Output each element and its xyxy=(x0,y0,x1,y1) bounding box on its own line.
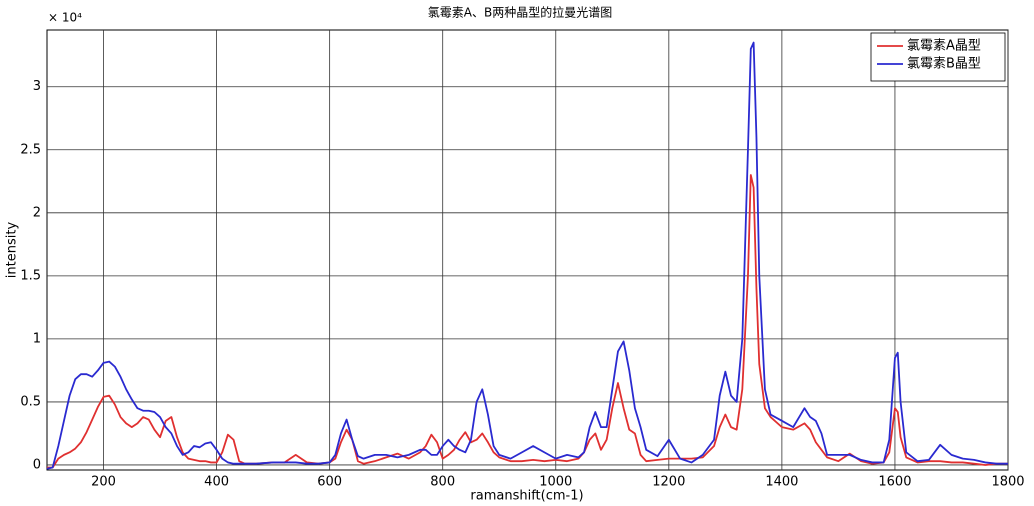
y-tick-label: 0 xyxy=(33,457,41,472)
y-scale-label: × 10⁴ xyxy=(48,11,82,25)
x-tick-label: 1400 xyxy=(765,475,798,490)
x-tick-label: 600 xyxy=(317,475,342,490)
legend-label: 氯霉素A晶型 xyxy=(907,39,981,54)
y-tick-label: 2.5 xyxy=(20,142,41,157)
x-tick-label: 800 xyxy=(430,475,455,490)
y-tick-label: 2 xyxy=(33,205,41,220)
y-tick-label: 1.5 xyxy=(20,268,41,283)
x-tick-label: 1800 xyxy=(991,475,1024,490)
chart-title: 氯霉素A、B两种晶型的拉曼光谱图 xyxy=(428,5,612,20)
x-tick-label: 200 xyxy=(91,475,116,490)
series-line xyxy=(47,174,1008,469)
x-tick-label: 1600 xyxy=(878,475,911,490)
y-tick-label: 0.5 xyxy=(20,394,41,409)
series-line xyxy=(46,41,1008,470)
legend-box xyxy=(870,32,1006,82)
x-axis-label: ramanshift(cm-1) xyxy=(470,489,583,504)
y-tick-label: 1 xyxy=(33,331,41,346)
x-tick-label: 400 xyxy=(204,475,229,490)
plot-area xyxy=(46,29,1009,471)
x-tick-label: 1000 xyxy=(539,475,572,490)
y-axis-label: intensity xyxy=(5,222,20,279)
y-tick-label: 3 xyxy=(33,79,41,94)
legend-label: 氯霉素B晶型 xyxy=(907,57,981,72)
x-tick-label: 1200 xyxy=(652,475,685,490)
